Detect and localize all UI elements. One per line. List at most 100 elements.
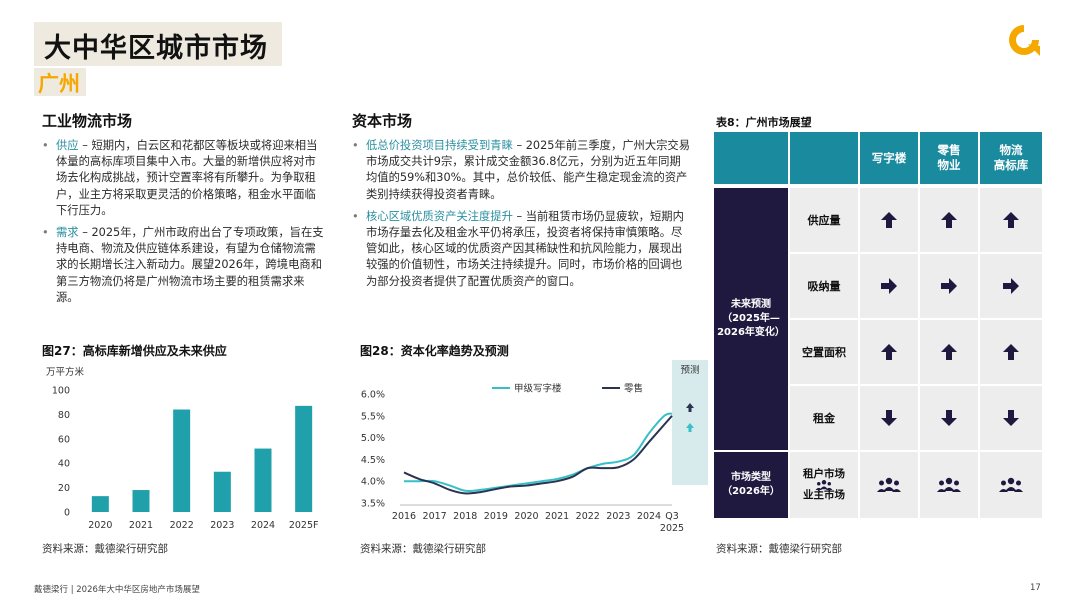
- down-arrow-icon: [980, 386, 1042, 450]
- page-number: 17: [1030, 583, 1041, 593]
- x-tick-label: 2019: [484, 511, 508, 522]
- x-tick-label: 2016: [392, 511, 416, 522]
- x-tick-label: 2025: [660, 523, 684, 534]
- x-tick-label: 2024: [637, 511, 661, 522]
- forecast-label: 预测: [680, 365, 699, 376]
- x-tick-label: 2021: [129, 520, 153, 531]
- bullet-demand: 需求 – 2025年，广州市政府出台了专项政策，旨在支持电商、物流及供应链体系建…: [42, 225, 324, 306]
- title-background: [34, 22, 282, 66]
- y-tick-label: 4.0%: [361, 477, 385, 488]
- table-header-blank: [790, 132, 858, 184]
- table-source: 资料来源：戴德梁行研究部: [716, 543, 842, 555]
- row-label: 租金: [790, 386, 858, 450]
- landlord-market-label: 业主市场: [803, 489, 845, 501]
- x-tick-label: 2022: [576, 511, 600, 522]
- down-arrow-icon: [860, 386, 918, 450]
- row-label: 吸纳量: [790, 254, 858, 318]
- bullet-keyword: 核心区域优质资产关注度提升: [366, 209, 513, 223]
- bullet-text: – 短期内，白云区和花都区等板块或将迎来相当体量的高标库项目集中入市。大量的新增…: [56, 139, 318, 217]
- market-type-group-label: 市场类型 （2026年）: [714, 452, 788, 518]
- x-tick-label: 2022: [170, 520, 194, 531]
- y-tick-label: 40: [58, 459, 70, 470]
- forecast-group-label: 未来预测 （2025年— 2026年变化）: [714, 188, 788, 450]
- y-tick-label: 60: [58, 434, 70, 445]
- table-header-col: 写字楼: [860, 132, 918, 184]
- x-tick-label: 2017: [423, 511, 447, 522]
- market-outlook-table: 写字楼 零售 物业 物流 高标库未来预测 （2025年— 2026年变化） 供应量 吸纳…: [714, 132, 1042, 518]
- x-tick-label: 2020: [514, 511, 538, 522]
- bullet-text: – 2025年，广州市政府出台了专项政策，旨在支持电商、物流及供应链体系建设，有…: [56, 226, 324, 304]
- page-title: 大中华区城市市场: [44, 33, 268, 64]
- subtitle-background: [34, 68, 86, 96]
- x-tick-label: 2024: [251, 520, 275, 531]
- legend-label: 甲级写字楼: [514, 383, 562, 395]
- y-tick-label: 20: [58, 483, 70, 494]
- cap-rate-line-chart: 预测 3.5% 4.0% 4.5% 5.0% 5.5% 6.0% 2016 2017 2018 20…: [361, 360, 708, 534]
- x-tick-label: 2023: [606, 511, 630, 522]
- legend-label: 零售: [624, 383, 643, 395]
- bullet-core-assets: 核心区域优质资产关注度提升 – 当前租赁市场仍显疲软，短期内市场存量去化及租金水…: [352, 209, 692, 290]
- industrial-heading: 工业物流市场: [42, 112, 133, 130]
- x-tick-label: 2020: [88, 520, 112, 531]
- fig28-caption: 图28：资本化率趋势及预测: [360, 344, 509, 358]
- bullet-low-price: 低总价投资项目持续受到青睐 – 2025年前三季度，广州大宗交易市场成交共计9宗…: [352, 138, 692, 203]
- mini-people-icon: [815, 479, 833, 490]
- x-tick-label: 2021: [545, 511, 569, 522]
- up-arrow-icon: [980, 188, 1042, 252]
- y-tick-label: 100: [52, 386, 70, 397]
- y-tick-label: 80: [58, 410, 70, 421]
- industrial-bullets: 供应 – 短期内，白云区和花都区等板块或将迎来相当体量的高标库项目集中入市。大量…: [42, 138, 324, 312]
- row-label: 供应量: [790, 188, 858, 252]
- tenant-market-label: 租户市场: [803, 468, 845, 480]
- table-header-col: 零售 物业: [920, 132, 978, 184]
- up-arrow-icon: [860, 188, 918, 252]
- market-type-row-label: 租户市场 业主市场: [790, 452, 858, 518]
- y-tick-label: 3.5%: [361, 499, 385, 510]
- right-arrow-icon: [980, 254, 1042, 318]
- forecast-up-arrow-icon: [686, 423, 694, 432]
- up-arrow-icon: [920, 320, 978, 384]
- capital-bullets: 低总价投资项目持续受到青睐 – 2025年前三季度，广州大宗交易市场成交共计9宗…: [352, 138, 692, 296]
- people-icon: [920, 452, 978, 518]
- bar-2024: [254, 448, 272, 512]
- bullet-text: – 当前租赁市场仍显疲软，短期内市场存量去化及租金水平仍将承压，投资者将保持审慎…: [366, 209, 684, 288]
- cushman-logo-icon: [1009, 25, 1040, 56]
- y-tick-label: 4.5%: [361, 455, 385, 466]
- up-arrow-icon: [920, 188, 978, 252]
- people-icon: [980, 452, 1042, 518]
- bar-2020: [91, 496, 109, 512]
- y-tick-label: 5.0%: [361, 433, 385, 444]
- fig28-source: 资料来源：戴德梁行研究部: [360, 543, 486, 555]
- x-tick-label: 2018: [453, 511, 477, 522]
- supply-bar-chart: 万平方米 0 20 40 60 80 100 2020 2021 2022 2023 2024 2025…: [46, 366, 318, 531]
- right-arrow-icon: [920, 254, 978, 318]
- fig27-source: 资料来源：戴德梁行研究部: [42, 543, 168, 555]
- x-tick-label: 2023: [210, 520, 234, 531]
- bar-2021: [132, 490, 150, 512]
- y-tick-label: 5.5%: [361, 411, 385, 422]
- y-tick-label: 0: [64, 508, 70, 519]
- footer-text: 戴德梁行 | 2026年大中华区房地产市场展望: [34, 585, 200, 595]
- bar-2022: [173, 409, 191, 512]
- bullet-keyword: 需求: [56, 226, 79, 240]
- bullet-keyword: 低总价投资项目持续受到青睐: [366, 139, 513, 152]
- page-subtitle: 广州: [38, 72, 80, 96]
- bar-2023: [213, 471, 231, 512]
- y-tick-label: 6.0%: [361, 390, 385, 401]
- down-arrow-icon: [920, 386, 978, 450]
- people-icon: [860, 452, 918, 518]
- forecast-panel: [672, 360, 708, 485]
- up-arrow-icon: [860, 320, 918, 384]
- right-arrow-icon: [860, 254, 918, 318]
- bullet-supply: 供应 – 短期内，白云区和花都区等板块或将迎来相当体量的高标库项目集中入市。大量…: [42, 138, 324, 219]
- line-series-1: [403, 415, 673, 495]
- line-series-0: [403, 412, 673, 493]
- bullet-text: – 2025年前三季度，广州大宗交易市场成交共计9宗，累计成交金额36.8亿元，…: [366, 139, 691, 201]
- bar-2025F: [295, 405, 313, 512]
- capital-heading: 资本市场: [352, 112, 413, 130]
- bullet-keyword: 供应: [56, 139, 79, 152]
- table-header-corner: [714, 132, 788, 184]
- table-header-col: 物流 高标库: [980, 132, 1042, 184]
- table-caption: 表8：广州市场展望: [716, 116, 812, 129]
- up-arrow-icon: [980, 320, 1042, 384]
